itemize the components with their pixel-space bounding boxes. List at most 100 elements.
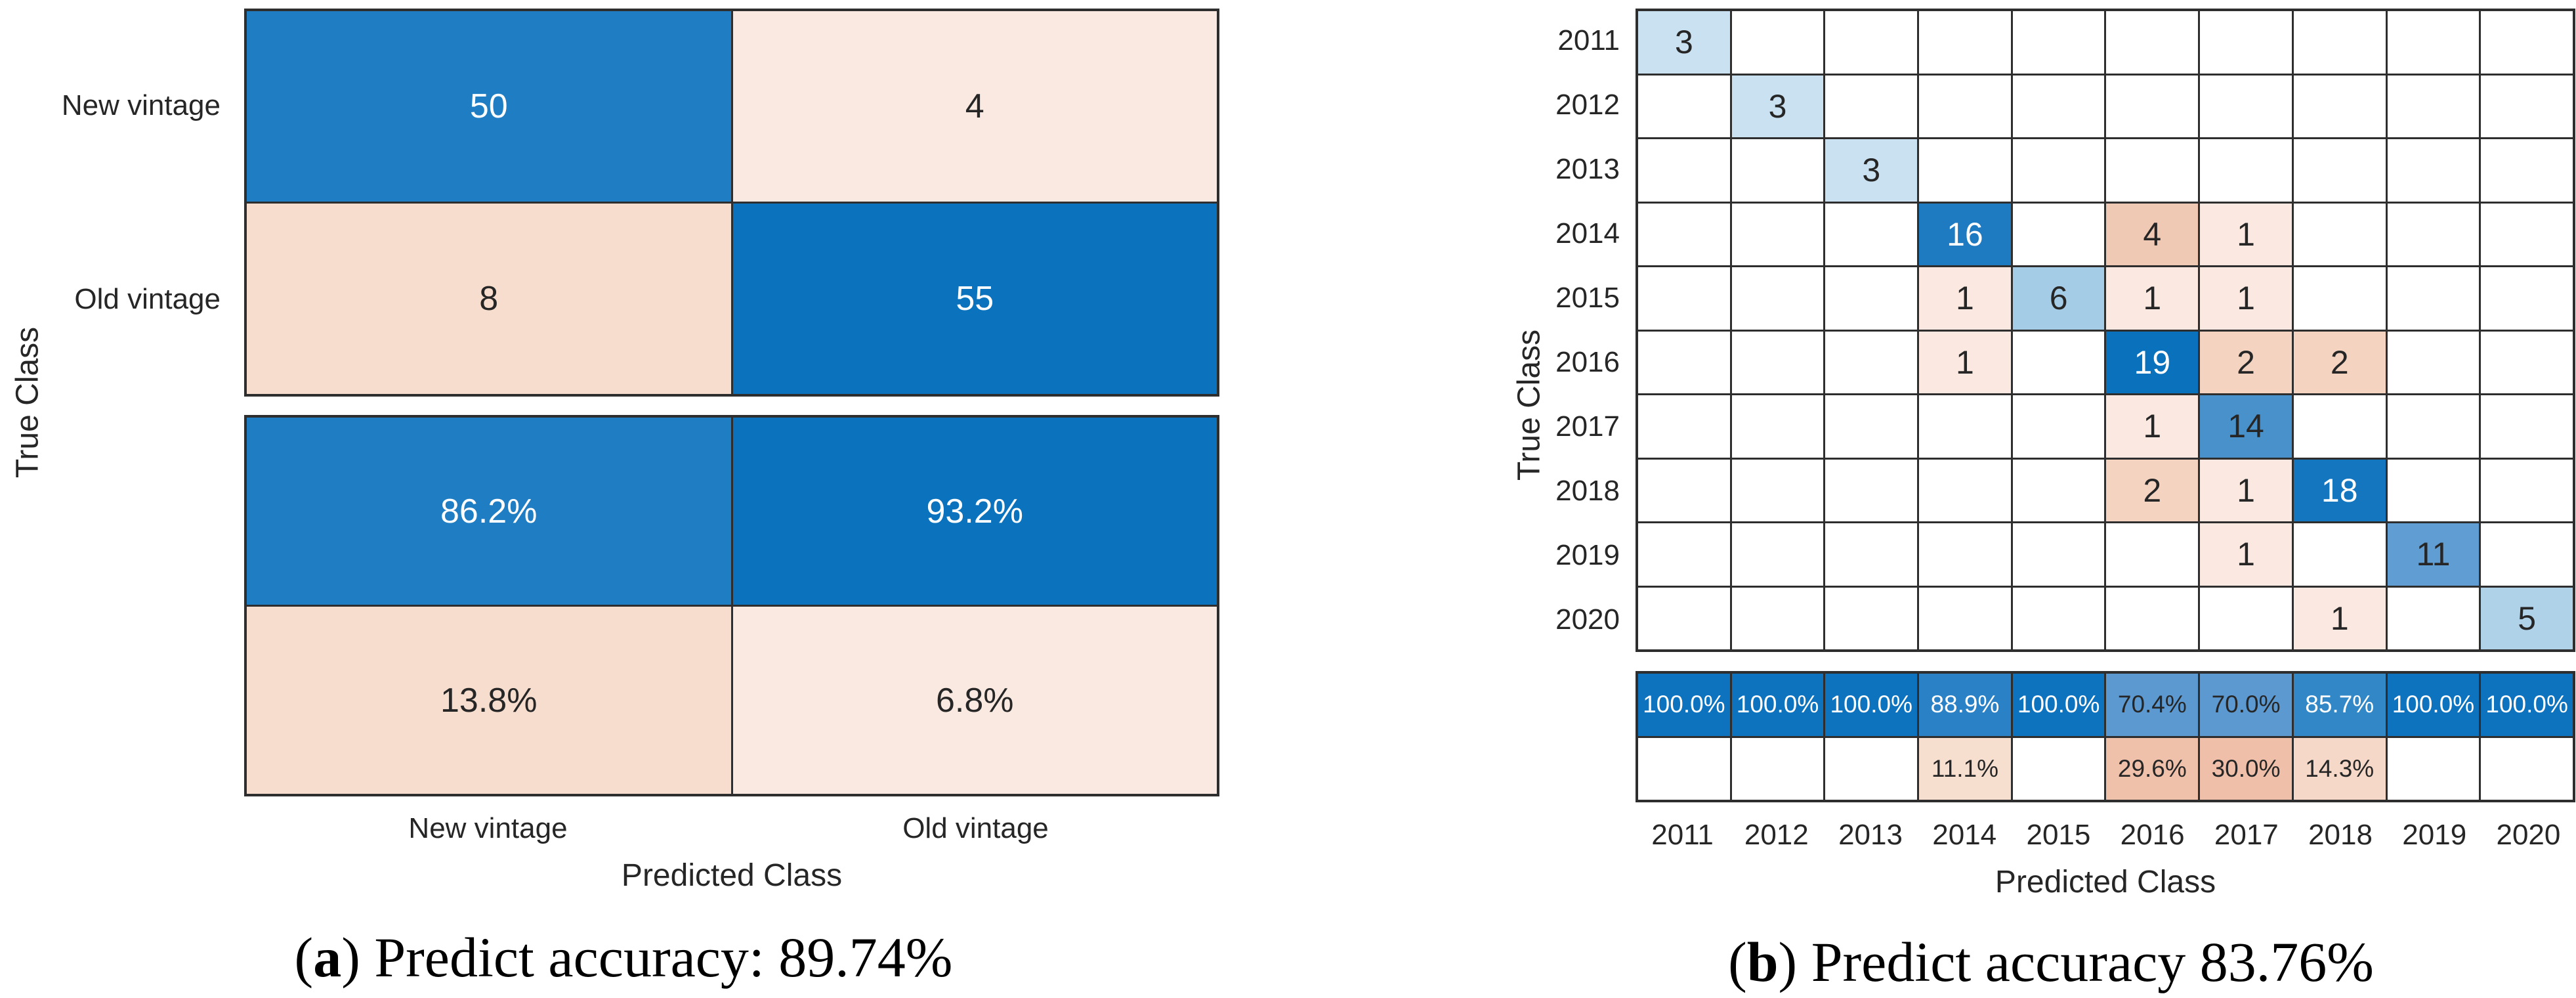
matrix-cell: 86.2%: [247, 418, 731, 605]
matrix-cell: [1825, 459, 1918, 521]
matrix-cell: [1825, 203, 1918, 265]
matrix-cell: 70.4%: [2106, 674, 2199, 736]
matrix-cell: [1825, 395, 1918, 458]
x-tick-labels-a: New vintage Old vintage: [244, 809, 1219, 848]
matrix-cell: [2012, 395, 2105, 458]
matrix-cell: [1731, 395, 1824, 458]
matrix-cell: 2: [2200, 331, 2292, 393]
matrix-cell: [1731, 459, 1824, 521]
matrix-cell: [2293, 139, 2386, 202]
tick-label: 2014: [1555, 217, 1620, 250]
caption-a: (a) Predict accuracy: 89.74%: [0, 924, 1247, 990]
column-summary-b: 100.0% 100.0% 100.0% 88.9% 100.0% 70.4% 70.0% 8…: [1636, 671, 2575, 802]
matrix-cell: [2106, 587, 2199, 649]
tick-label: 2018: [1555, 475, 1620, 507]
matrix-cell: [2481, 203, 2573, 265]
caption-a-open: (: [294, 926, 314, 989]
matrix-cell: [2387, 75, 2480, 137]
tick-label: Old vintage: [74, 283, 221, 316]
matrix-cell: [1919, 395, 2011, 458]
matrix-cell: [2387, 267, 2480, 330]
matrix-cell: [1638, 75, 1730, 137]
matrix-cell: [2200, 587, 2292, 649]
tick-label: 2017: [2214, 819, 2279, 851]
matrix-cell: [1731, 11, 1824, 74]
matrix-cell: [2481, 523, 2573, 586]
matrix-cell: [2293, 267, 2386, 330]
matrix-cell: 1: [2200, 459, 2292, 521]
tick-label: New vintage: [61, 89, 221, 121]
tick-label: 2012: [1744, 819, 1809, 851]
caption-a-close: ): [341, 926, 360, 989]
tick-label: 2015: [1555, 282, 1620, 314]
matrix-cell: 55: [732, 204, 1217, 394]
y-tick-labels-a: New vintage Old vintage: [0, 9, 231, 397]
matrix-cell: [1638, 459, 1730, 521]
matrix-cell: 16: [1919, 203, 2011, 265]
matrix-cell: [2481, 139, 2573, 202]
x-tick-labels-b: 2011 2012 2013 2014 2015 2016 2017 2018 2019 2020: [1636, 815, 2575, 855]
x-axis-label: Predicted Class: [621, 858, 843, 893]
caption-b-close: ): [1778, 930, 1798, 993]
matrix-cell: 8: [247, 204, 731, 394]
matrix-cell: 14.3%: [2293, 737, 2386, 800]
matrix-cell: [1638, 267, 1730, 330]
matrix-cell: 3: [1825, 139, 1918, 202]
matrix-cell: 1: [2106, 267, 2199, 330]
matrix-cell: 1: [1919, 331, 2011, 393]
matrix-cell: [1919, 11, 2011, 74]
matrix-cell: [1638, 331, 1730, 393]
matrix-cell: [1731, 523, 1824, 586]
caption-b-text: Predict accuracy 83.76%: [1811, 930, 2374, 993]
matrix-cell: 100.0%: [2012, 674, 2105, 736]
matrix-cell: 3: [1638, 11, 1730, 74]
matrix-cell: [2012, 11, 2105, 74]
matrix-cell: 13.8%: [247, 607, 731, 794]
matrix-cell: [2106, 75, 2199, 137]
matrix-cell: [2106, 523, 2199, 586]
matrix-cell: [1638, 737, 1730, 800]
tick-label: 2019: [2402, 819, 2467, 851]
caption-a-letter: a: [313, 926, 342, 989]
matrix-cell: 30.0%: [2200, 737, 2292, 800]
tick-label: 2016: [1555, 346, 1620, 378]
tick-label: 2018: [2308, 819, 2373, 851]
confusion-matrix-b: 3 3 3 16 4 1 1 6 1 1 1 19 2 2 1 14 2 1 18 1 11 1 5: [1636, 9, 2575, 652]
matrix-cell: 1: [2200, 203, 2292, 265]
matrix-cell: [1638, 139, 1730, 202]
matrix-cell: [1825, 11, 1918, 74]
matrix-cell: 100.0%: [1638, 674, 1730, 736]
matrix-cell: [1919, 587, 2011, 649]
matrix-cell: [2481, 267, 2573, 330]
matrix-cell: [2012, 75, 2105, 137]
tick-label: 2020: [2496, 819, 2561, 851]
matrix-cell: [2200, 75, 2292, 137]
matrix-cell: 19: [2106, 331, 2199, 393]
matrix-cell: [2106, 139, 2199, 202]
tick-label: 2013: [1555, 153, 1620, 185]
matrix-cell: [1919, 139, 2011, 202]
matrix-cell: 3: [1731, 75, 1824, 137]
matrix-cell: 14: [2200, 395, 2292, 458]
matrix-cell: 11: [2387, 523, 2480, 586]
matrix-cell: [2293, 395, 2386, 458]
caption-a-text: Predict accuracy: 89.74%: [374, 926, 953, 989]
matrix-cell: [2387, 11, 2480, 74]
matrix-cell: 6: [2012, 267, 2105, 330]
matrix-cell: 18: [2293, 459, 2386, 521]
matrix-cell: [1825, 75, 1918, 137]
caption-b: (b) Predict accuracy 83.76%: [1526, 929, 2576, 995]
matrix-cell: 4: [2106, 203, 2199, 265]
matrix-cell: [2012, 331, 2105, 393]
matrix-cell: 1: [2293, 587, 2386, 649]
tick-label: 2012: [1555, 89, 1620, 121]
matrix-cell: 2: [2293, 331, 2386, 393]
tick-label: 2017: [1555, 410, 1620, 443]
tick-label: Old vintage: [902, 812, 1049, 844]
matrix-cell: 85.7%: [2293, 674, 2386, 736]
matrix-cell: [1731, 139, 1824, 202]
matrix-cell: [2387, 587, 2480, 649]
matrix-cell: 1: [2106, 395, 2199, 458]
matrix-cell: 1: [2200, 267, 2292, 330]
